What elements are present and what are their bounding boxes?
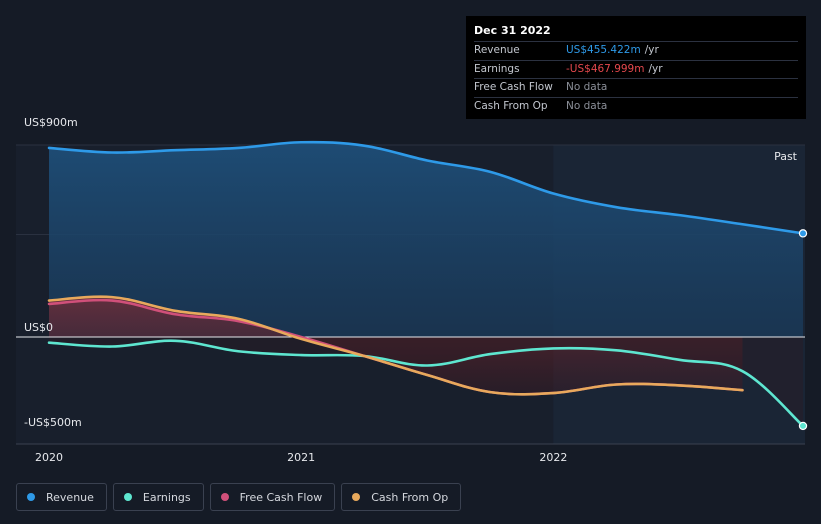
y-tick-label: -US$500m: [24, 416, 82, 429]
series-line-revenue: [47, 140, 805, 235]
legend-label: Earnings: [142, 490, 191, 504]
series-line-earnings: [47, 339, 805, 428]
legend-dot-icon: [220, 493, 229, 501]
x-tick-label: 2021: [287, 451, 315, 464]
tooltip-row-earnings: Earnings -US$467.999m /yr: [474, 59, 798, 79]
tooltip-value: US$455.422m: [566, 44, 641, 56]
legend-item-revenue[interactable]: Revenue: [16, 483, 107, 511]
tooltip-date: Dec 31 2022: [474, 24, 551, 37]
end-marker-revenue: [798, 229, 808, 238]
legend-label: Cash From Op: [371, 490, 449, 504]
legend-item-cash-from-op[interactable]: Cash From Op: [341, 483, 462, 511]
legend-dot-icon: [123, 493, 132, 501]
y-tick-label: US$900m: [24, 116, 78, 129]
legend-item-earnings[interactable]: Earnings: [112, 483, 204, 511]
past-label: Past: [774, 150, 798, 163]
tooltip-label: Revenue: [474, 44, 520, 56]
legend-dot-icon: [352, 493, 361, 501]
legend-item-free-cash-flow[interactable]: Free Cash Flow: [209, 483, 336, 511]
legend-label: Free Cash Flow: [239, 490, 323, 504]
legend-dot-icon: [27, 493, 35, 501]
cash-from-op-area: [49, 296, 743, 395]
tooltip-label: Cash From Op: [474, 99, 548, 112]
legend: Revenue Earnings Free Cash Flow Cash Fro…: [16, 483, 462, 511]
tooltip-row-cash-from-op: Cash From Op No data: [474, 96, 798, 116]
tooltip-label: Earnings: [474, 62, 520, 75]
tooltip-unit: /yr: [644, 44, 659, 56]
tooltip-value: No data: [566, 81, 608, 93]
earnings-area: [49, 337, 803, 426]
tooltip-row-free-cash-flow: Free Cash Flow No data: [474, 78, 798, 97]
tooltip-row-revenue: Revenue US$455.422m /yr: [474, 41, 798, 60]
y-tick-label: US$0: [24, 321, 53, 334]
tooltip-value: -US$467.999m: [566, 62, 645, 75]
tooltip-value: No data: [566, 99, 608, 112]
x-tick-label: 2022: [539, 451, 567, 464]
end-marker-earnings: [798, 421, 808, 431]
legend-label: Revenue: [46, 490, 94, 504]
tooltip-label: Free Cash Flow: [474, 81, 553, 93]
revenue-area: [49, 142, 803, 337]
tooltip-unit: /yr: [648, 62, 663, 75]
x-tick-label: 2020: [35, 451, 63, 464]
series-line-cash-from-op: [47, 295, 744, 396]
tooltip: Dec 31 2022 Revenue US$455.422m /yr Earn…: [466, 16, 806, 119]
